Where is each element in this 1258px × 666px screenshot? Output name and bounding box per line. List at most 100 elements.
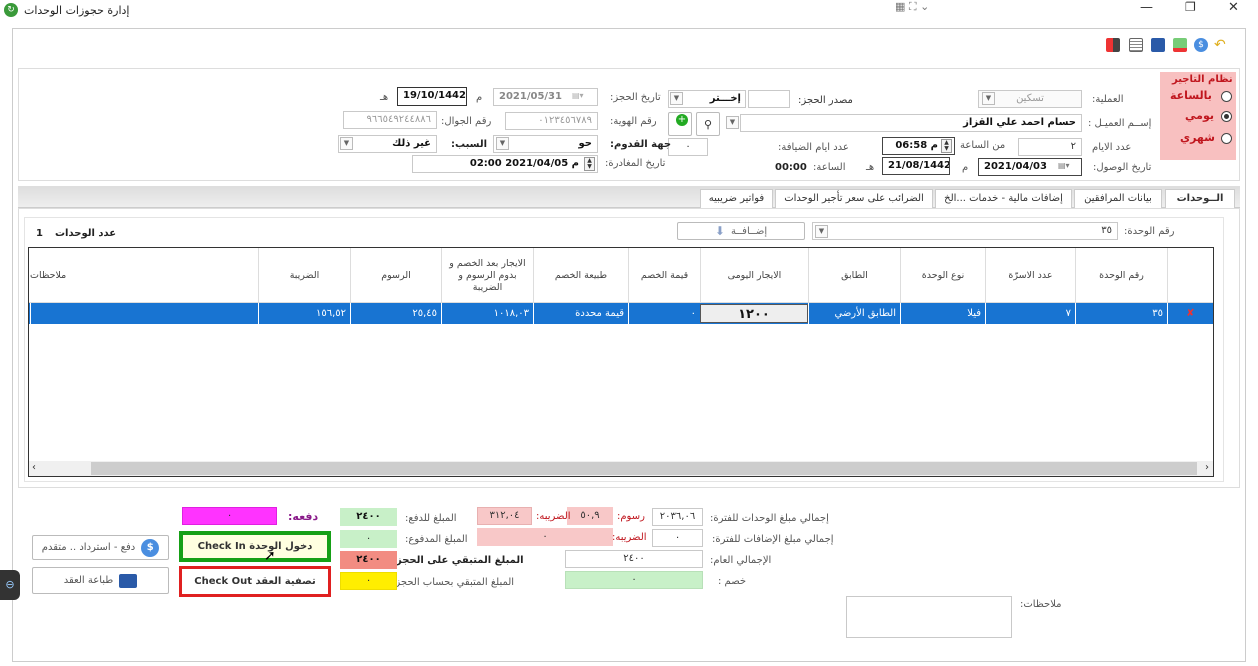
- operation-dropdown-icon[interactable]: ▼: [982, 92, 995, 105]
- table-cell[interactable]: قيمة محددة: [533, 303, 628, 324]
- table-cell[interactable]: ١٠١٨,٠٣: [441, 303, 533, 324]
- print-label: طباعة العقد: [63, 575, 114, 586]
- unit-dropdown-icon[interactable]: ▼: [815, 225, 828, 238]
- close-button[interactable]: ✕: [1228, 0, 1239, 15]
- to-pay-value: ٢٤٠٠: [340, 508, 397, 526]
- grid-column-header[interactable]: رقم الوحدة: [1075, 248, 1167, 303]
- table-cell[interactable]: ٢٥,٤٥: [350, 303, 441, 324]
- grid-column-header[interactable]: طبيعة الخصم: [533, 248, 628, 303]
- arrival-hijri-date: 21/08/1442: [882, 157, 950, 175]
- radio-hourly[interactable]: [1221, 91, 1232, 102]
- tab-financial-extras[interactable]: إضافات مالية - خدمات ...الخ: [935, 189, 1072, 208]
- radio-monthly[interactable]: [1221, 133, 1232, 144]
- print-contract-button[interactable]: طباعة العقد: [32, 567, 169, 594]
- side-panel-toggle[interactable]: ⊖: [0, 570, 20, 600]
- units-total-label: إجمالي مبلغ الوحدات للفترة:: [710, 513, 829, 524]
- table-row[interactable]: [29, 303, 1213, 324]
- check-out-button[interactable]: تصفية العقد Check Out: [179, 566, 331, 597]
- paid-value: ٠: [340, 530, 397, 548]
- grid-column-header[interactable]: نوع الوحدة: [900, 248, 985, 303]
- departure-spinner[interactable]: ▲ ▼: [584, 157, 595, 171]
- tab-tax-invoices[interactable]: فواتير ضريبيه: [700, 189, 773, 208]
- operation-label: العملية:: [1092, 94, 1124, 105]
- table-cell[interactable]: [30, 303, 258, 324]
- client-dropdown-icon[interactable]: ▼: [726, 116, 739, 129]
- scroll-right-arrow[interactable]: ›: [1205, 462, 1209, 473]
- grid-column-header[interactable]: الضريبة: [258, 248, 350, 303]
- report-icon[interactable]: [1129, 38, 1143, 52]
- grid-column-header[interactable]: قيمة الخصم: [628, 248, 700, 303]
- days-input[interactable]: ٢: [1018, 138, 1082, 156]
- notes-textarea[interactable]: [846, 596, 1012, 638]
- table-cell[interactable]: الطابق الأرضي: [808, 303, 900, 324]
- table-cell[interactable]: ١٥٦,٥٢: [258, 303, 350, 324]
- reason-select[interactable]: غير ذلك: [338, 135, 437, 153]
- delete-row-icon[interactable]: ✘: [1167, 303, 1213, 324]
- departure-date-input[interactable]: م 2021/04/05 02:00: [412, 155, 598, 173]
- undo-icon[interactable]: ↶: [1214, 37, 1226, 53]
- booking-date-input[interactable]: 2021/05/31: [493, 88, 598, 106]
- grid-column-header[interactable]: الايجار اليومى: [700, 248, 808, 303]
- search-client-button[interactable]: ⚲: [696, 112, 720, 136]
- dollar-icon[interactable]: $: [1194, 38, 1208, 52]
- grid-column-header[interactable]: الرسوم: [350, 248, 441, 303]
- horizontal-scrollbar[interactable]: ‹ ›: [29, 461, 1213, 476]
- table-cell[interactable]: ٧: [985, 303, 1075, 324]
- source-select[interactable]: إخـــتر: [668, 90, 746, 108]
- cash-cancel-icon[interactable]: [1173, 38, 1187, 52]
- printer-icon[interactable]: [1151, 38, 1165, 52]
- source-extra-input[interactable]: [748, 90, 790, 108]
- scroll-thumb[interactable]: [91, 462, 1197, 475]
- fees-value: ٥٠,٩: [567, 507, 613, 525]
- arrival-date-input[interactable]: 2021/04/03: [978, 158, 1082, 176]
- time-spinner[interactable]: ▲ ▼: [941, 139, 952, 153]
- check-in-button[interactable]: دخول الوحدة Check In: [179, 531, 331, 562]
- source-dropdown-icon[interactable]: ▼: [670, 92, 683, 105]
- hospitality-days-input[interactable]: ٠: [668, 138, 708, 156]
- scroll-left-arrow[interactable]: ‹: [32, 462, 36, 473]
- from-time-input[interactable]: م 06:58: [882, 137, 955, 155]
- tab-units[interactable]: الــوحدات: [1165, 189, 1235, 210]
- exit-icon[interactable]: [1106, 38, 1120, 52]
- operation-select[interactable]: تسكين: [978, 90, 1082, 108]
- radio-daily[interactable]: [1221, 111, 1232, 122]
- unit-number-select[interactable]: ٣٥: [812, 222, 1118, 240]
- minimize-button[interactable]: —: [1140, 0, 1153, 15]
- client-name-label: إســم العميـل :: [1088, 118, 1152, 129]
- radio-hourly-label: بالساعة: [1170, 89, 1212, 102]
- add-client-button[interactable]: +: [668, 112, 692, 136]
- table-cell[interactable]: ١٢٠٠: [700, 304, 808, 323]
- reason-dropdown-icon[interactable]: ▼: [340, 137, 353, 150]
- payment-refund-button[interactable]: $ دفع - استرداد .. متقدم: [32, 535, 169, 560]
- discount-value[interactable]: ٠: [565, 571, 703, 589]
- arrival-calendar-icon[interactable]: ▤▾: [1058, 161, 1070, 170]
- window-title: إدارة حجوزات الوحدات: [24, 4, 130, 17]
- table-cell[interactable]: ٣٥: [1075, 303, 1167, 324]
- discount-label: خصم :: [718, 576, 747, 587]
- mobile-label: رقم الجوال:: [441, 116, 492, 127]
- add-unit-button[interactable]: إضــافــة ⬇: [677, 222, 805, 240]
- client-name-input[interactable]: حسام احمد علي القزاز: [740, 114, 1082, 132]
- mouse-cursor: ➚: [264, 548, 276, 564]
- table-cell[interactable]: فيلا: [900, 303, 985, 324]
- origin-select[interactable]: حو: [493, 135, 598, 153]
- departure-date-label: تاريخ المغادرة:: [605, 158, 666, 169]
- grid-column-header[interactable]: ملاحظات: [30, 269, 67, 281]
- grid-column-header[interactable]: عدد الاسرّة: [985, 248, 1075, 303]
- layout-icons[interactable]: ▦ ⛶ ⌄: [895, 0, 930, 13]
- unit-count-label: عدد الوحدات: [55, 228, 117, 239]
- tab-taxes[interactable]: الضرائب على سعر تأجير الوحدات: [775, 189, 933, 208]
- id-number-input[interactable]: ٠١٢٣٤٥٦٧٨٩: [505, 112, 598, 130]
- grid-column-header[interactable]: الايجار بعد الخصم و بدوم الرسوم و الضريب…: [441, 248, 533, 303]
- calendar-dropdown-icon[interactable]: ▤▾: [572, 91, 584, 100]
- table-cell[interactable]: ٠: [628, 303, 700, 324]
- tab-companions[interactable]: بيانات المرافقين: [1074, 189, 1162, 208]
- extras-tax-value: ٠: [477, 528, 613, 546]
- restore-button[interactable]: ❐: [1185, 0, 1196, 14]
- installment-input[interactable]: ٠: [182, 507, 277, 525]
- days-label: عدد الايام: [1092, 142, 1132, 153]
- arrival-date-label: تاريخ الوصول:: [1093, 162, 1152, 173]
- grid-column-header[interactable]: الطابق: [808, 248, 900, 303]
- mobile-input[interactable]: ٩٦٦٥٤٩٢٤٤٨٨٦: [343, 111, 437, 129]
- origin-dropdown-icon[interactable]: ▼: [496, 137, 509, 150]
